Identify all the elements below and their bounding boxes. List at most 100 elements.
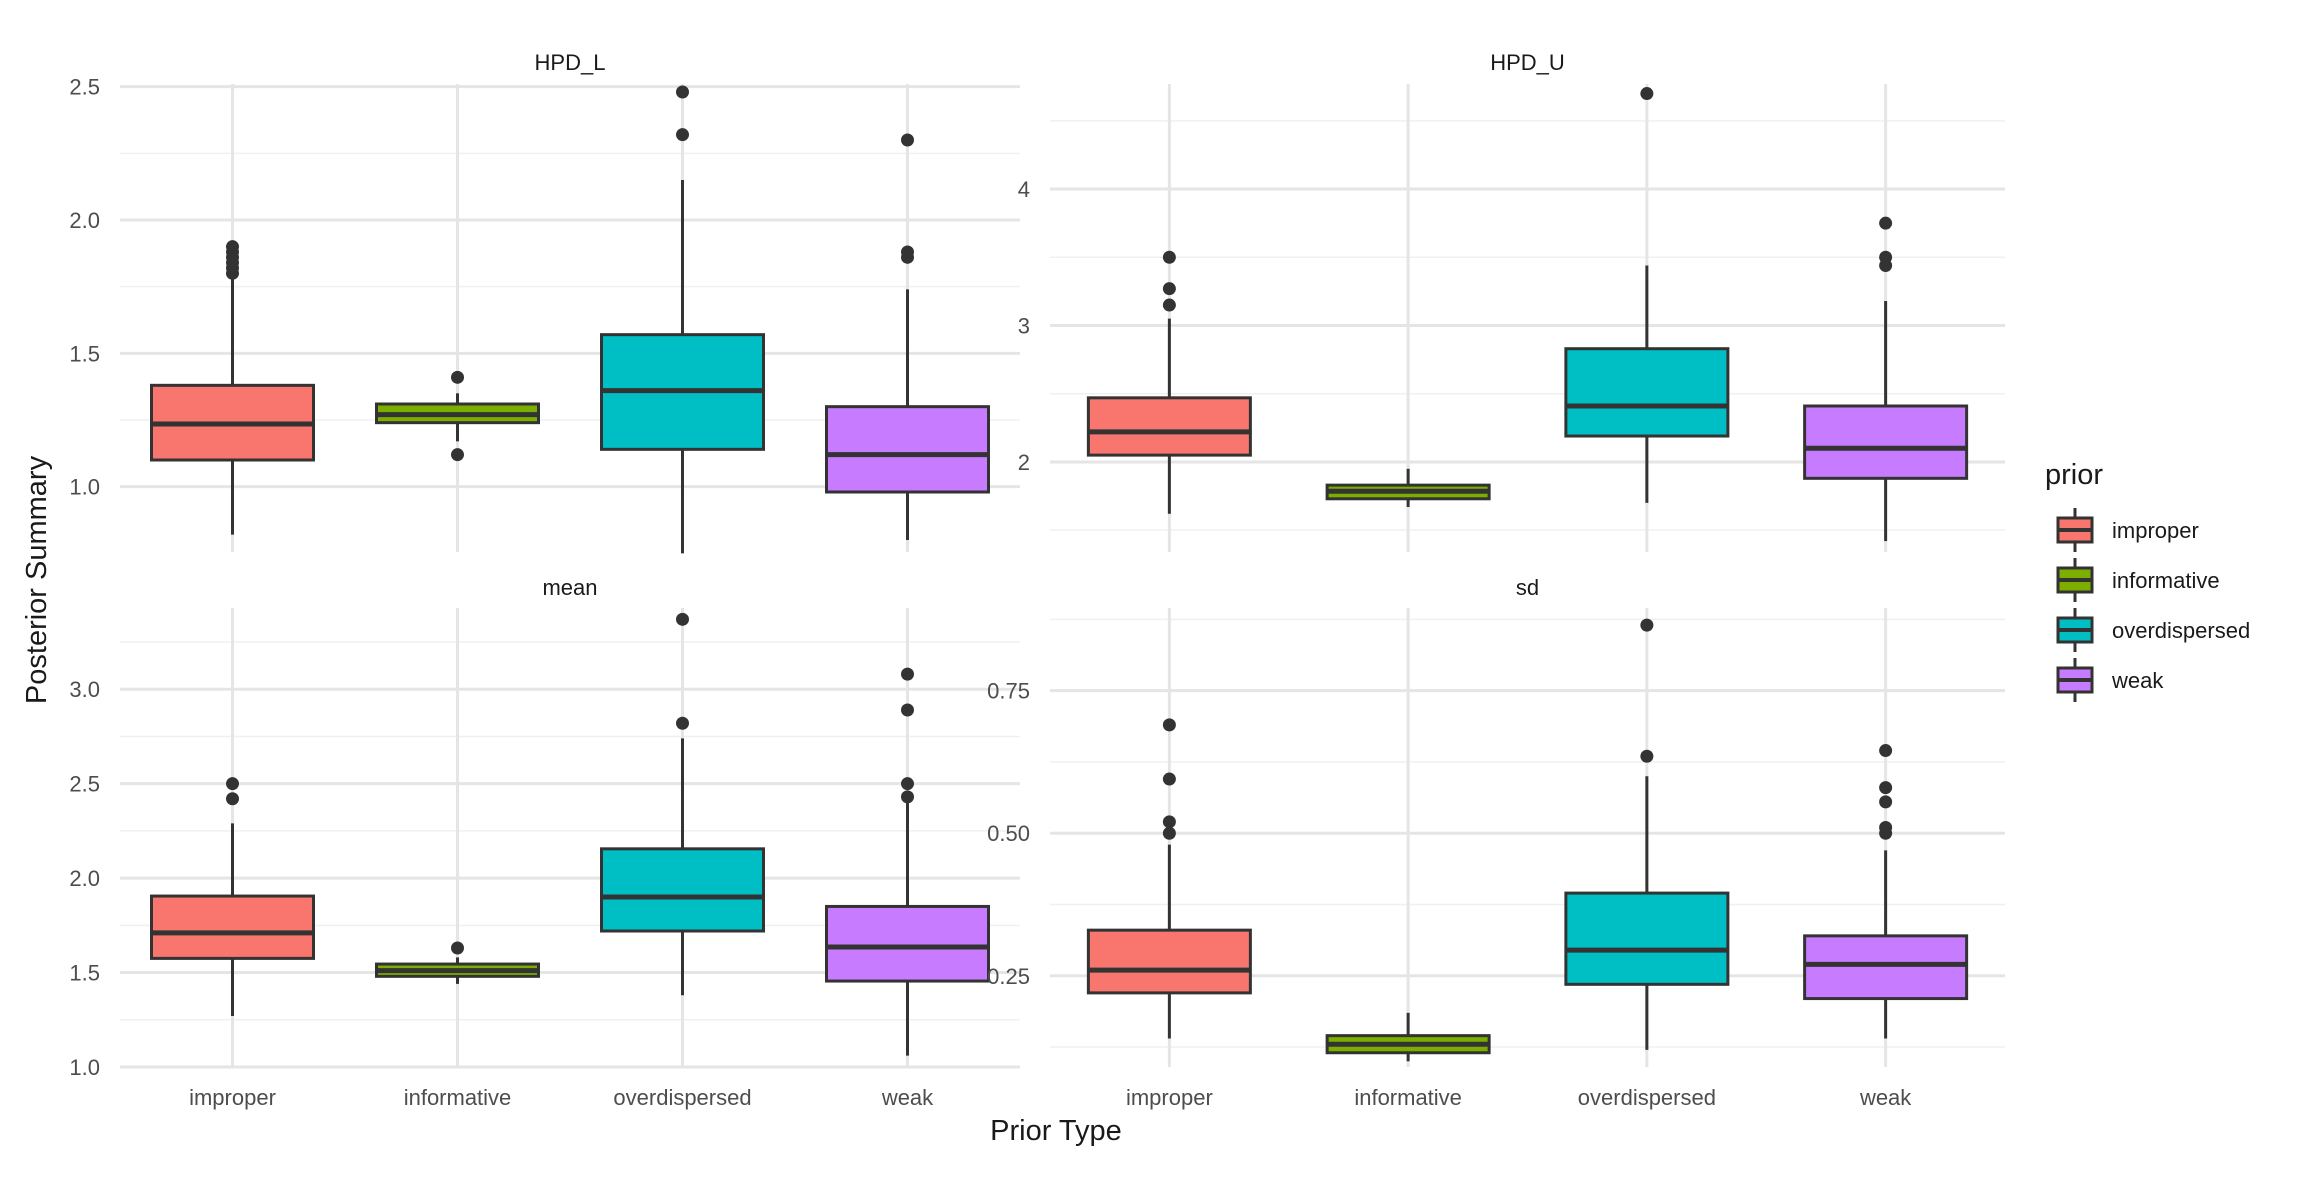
box-improper [150,240,315,535]
box-overdispersed [600,612,765,996]
y-tick-label: 3 [1018,314,1030,339]
legend-label: informative [2112,568,2220,593]
box-overdispersed [600,85,765,554]
panel-title: mean [542,575,597,600]
outlier-point [1879,216,1893,230]
box-body [1803,404,1969,480]
panel-title: HPD_L [535,50,606,75]
outlier-point [1162,815,1176,829]
x-tick-label: weak [1859,1085,1912,1110]
box-informative [1325,1012,1491,1062]
panel-title: sd [1516,575,1539,600]
outlier-point [1640,749,1654,763]
outlier-point [451,370,464,384]
y-tick-label: 0.25 [987,964,1030,989]
outlier-point [226,792,239,806]
legend-item-informative: informative [2056,558,2220,602]
outlier-point [1162,826,1176,840]
legend-label: improper [2112,518,2199,543]
panel-title: HPD_U [1490,50,1565,75]
outlier-point [901,777,914,791]
outlier-point [1162,298,1176,312]
outlier-point [676,612,689,626]
x-tick-label: overdispersed [613,1085,751,1110]
outlier-point [901,790,914,804]
outlier-point [1879,795,1893,809]
box-body [825,904,990,983]
legend: prior improper informative overdispersed we… [2045,459,2250,702]
panel-sd: 0.25 0.50 0.75 sd improper informative overdis… [987,575,2005,1110]
box-body [1564,891,1730,986]
y-axis-title: Posterior Summary [21,455,53,704]
x-tick-label: informative [404,1085,512,1110]
y-tick-label: 2.5 [69,75,100,100]
outlier-point [1162,282,1176,296]
outlier-point [1879,744,1893,758]
box-improper [1086,250,1252,514]
box-overdispersed [1564,87,1730,503]
outlier-point [226,240,239,254]
box-improper [1086,718,1252,1039]
box-body [1086,928,1252,995]
box-weak [1803,216,1969,542]
y-tick-label: 4 [1018,177,1030,202]
outlier-point [1879,250,1893,264]
panel-hpd-u: 2 3 4 HPD_U [1018,50,2005,552]
x-tick-label: improper [1126,1085,1213,1110]
x-tick-label: improper [189,1085,276,1110]
box-informative [375,370,540,462]
legend-item-overdispersed: overdispersed [2056,608,2250,652]
y-tick-label: 1.0 [69,475,100,500]
box-body [825,405,990,494]
y-tick-label: 0.75 [987,679,1030,704]
outlier-point [1162,718,1176,732]
outlier-point [451,941,464,955]
box-body [150,894,315,960]
box-overdispersed [1564,618,1730,1050]
x-axis-title: Prior Type [990,1115,1122,1147]
outlier-point [676,716,689,730]
outlier-point [1162,772,1176,786]
outlier-point [226,777,239,791]
legend-title: prior [2045,459,2103,491]
panels-layer: 1.0 1.5 2.0 2.5 HPD_L 2 3 4 HPD_U 1.0 1.5 2.0 2.5 3.0… [69,50,2005,1110]
box-improper [150,777,315,1016]
outlier-point [901,667,914,681]
panel-hpd-l: 1.0 1.5 2.0 2.5 HPD_L [69,50,1020,554]
outlier-point [901,133,914,147]
box-weak [825,133,990,540]
y-tick-label: 2.0 [69,866,100,891]
y-tick-label: 0.50 [987,821,1030,846]
x-tick-label: weak [881,1085,934,1110]
outlier-point [676,85,689,99]
y-tick-label: 2 [1018,450,1030,475]
y-tick-label: 1.5 [69,341,100,366]
box-weak [825,667,990,1056]
box-informative [1325,468,1491,507]
x-tick-label: overdispersed [1578,1085,1716,1110]
box-body [1086,396,1252,457]
panel-mean: 1.0 1.5 2.0 2.5 3.0 mean improper informative ov… [69,575,1020,1110]
outlier-point [451,448,464,462]
y-tick-label: 2.5 [69,772,100,797]
outlier-point [1162,250,1176,264]
x-tick-label: informative [1354,1085,1462,1110]
box-weak [1803,744,1969,1039]
y-tick-label: 1.0 [69,1055,100,1080]
y-tick-label: 1.5 [69,961,100,986]
y-tick-label: 3.0 [69,677,100,702]
outlier-point [1640,618,1654,632]
legend-label: weak [2111,668,2164,693]
legend-item-improper: improper [2056,508,2199,552]
box-body [600,847,765,933]
outlier-point [1879,781,1893,795]
box-body [1803,934,1969,1001]
legend-item-weak: weak [2056,658,2164,702]
legend-label: overdispersed [2112,618,2250,643]
outlier-point [901,245,914,259]
box-body [1564,347,1730,438]
y-tick-label: 2.0 [69,208,100,233]
box-informative [375,941,540,984]
outlier-point [901,703,914,717]
